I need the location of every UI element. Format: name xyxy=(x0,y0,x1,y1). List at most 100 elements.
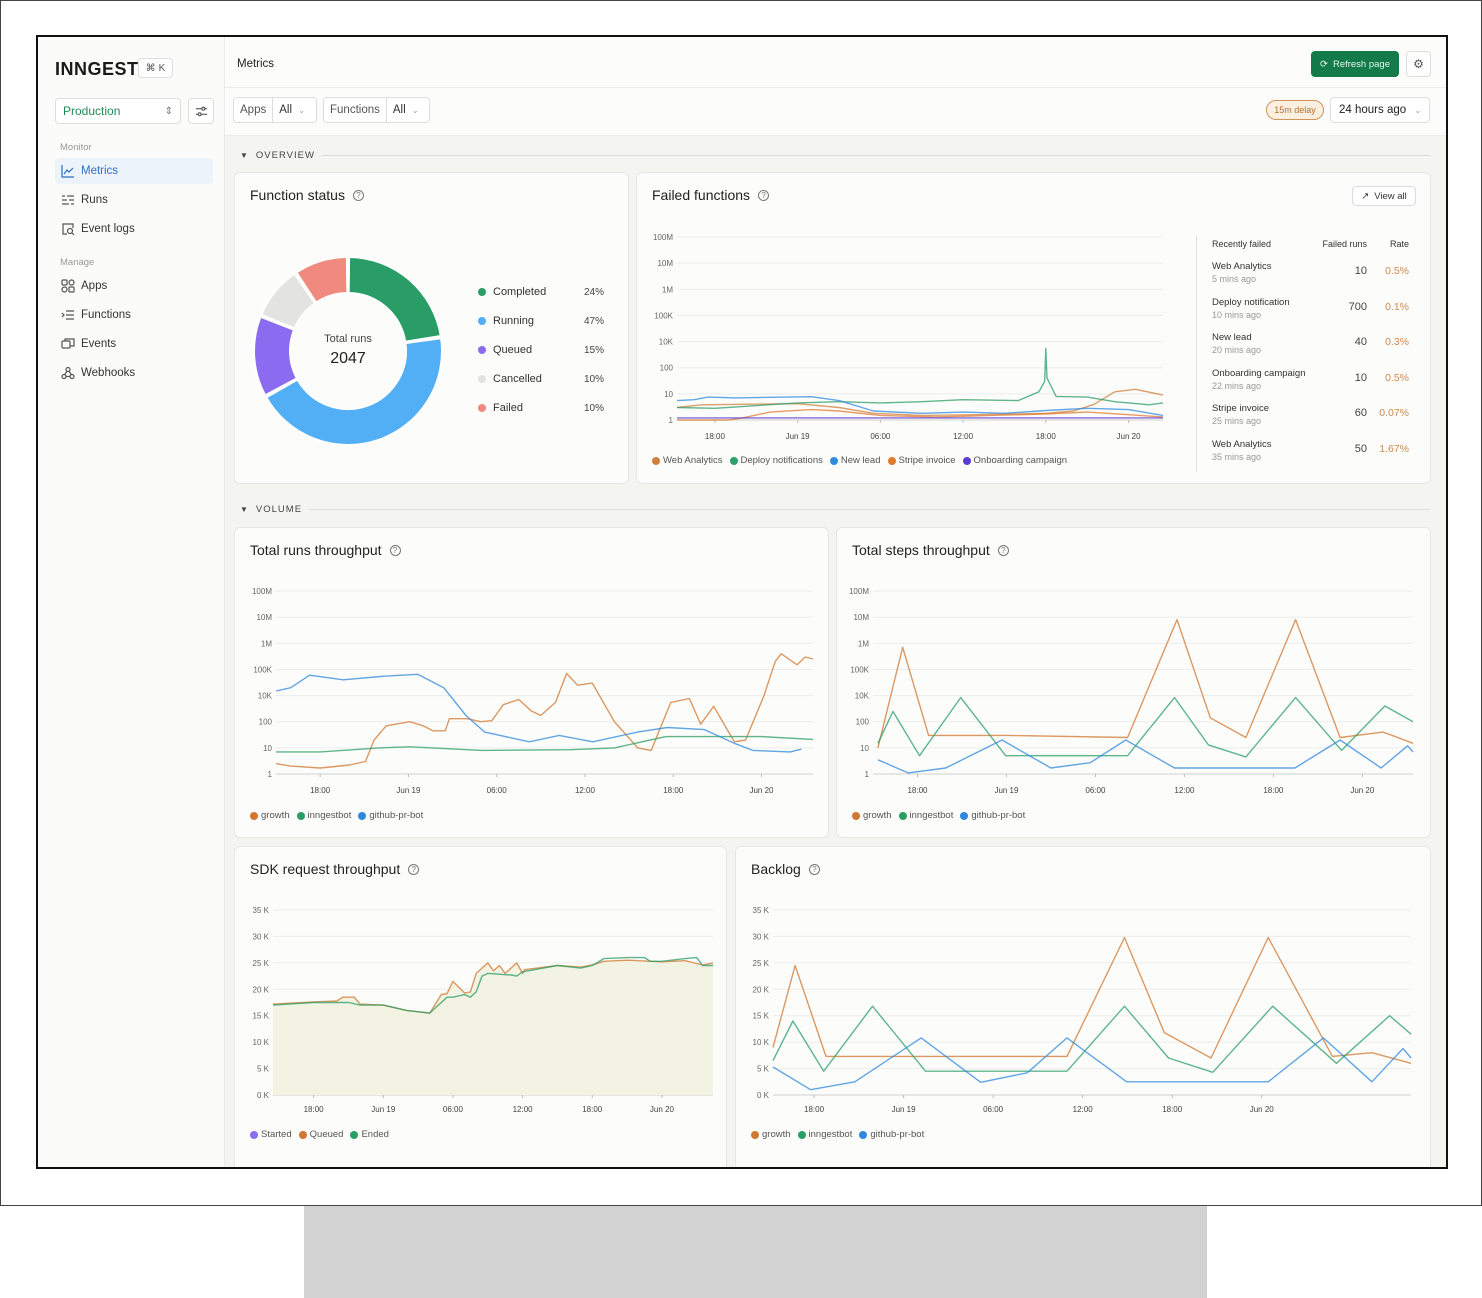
apps-filter-label: Apps xyxy=(234,98,274,122)
legend-label: Web Analytics xyxy=(663,455,723,466)
legend-dot xyxy=(852,811,860,820)
donut-slice-queued[interactable] xyxy=(253,315,299,397)
legend-item[interactable]: github-pr-bot xyxy=(960,810,1025,821)
logo[interactable]: INNGEST xyxy=(55,59,139,79)
help-icon[interactable]: ? xyxy=(389,544,401,556)
help-icon[interactable]: ? xyxy=(352,189,364,201)
x-tick-label: 18:00 xyxy=(1263,786,1284,795)
help-icon[interactable]: ? xyxy=(808,863,820,875)
x-tick-label: Jun 19 xyxy=(396,786,421,795)
arrow-up-right-icon: ↗ xyxy=(1361,190,1370,202)
legend-item[interactable]: Ended xyxy=(350,1129,389,1140)
view-all-button[interactable]: ↗ View all xyxy=(1352,186,1416,206)
series-line-inngestbot[interactable] xyxy=(276,735,814,753)
failed-function-name[interactable]: Web Analytics xyxy=(1212,261,1272,272)
failed-function-name[interactable]: New lead xyxy=(1212,332,1252,344)
legend-item[interactable]: github-pr-bot xyxy=(358,810,423,821)
legend-dot xyxy=(829,456,838,465)
help-icon[interactable]: ? xyxy=(758,189,770,201)
legend-item[interactable]: growth xyxy=(852,810,892,821)
legend-dot xyxy=(859,1130,868,1139)
sidebar-item-label: Webhooks xyxy=(81,367,136,379)
y-tick-label: 0 K xyxy=(257,1091,270,1100)
legend-item[interactable]: inngestbot xyxy=(797,1129,853,1140)
help-icon[interactable]: ? xyxy=(408,863,420,875)
failed-function-name[interactable]: Deploy notification xyxy=(1212,296,1290,308)
failed-functions-card: Failed functions? ↗ View all 1 10 100 10K 100… xyxy=(636,172,1431,484)
donut-slice-cancelled[interactable] xyxy=(260,272,317,330)
series-line-github-pr-bot[interactable] xyxy=(877,739,1414,774)
series-line-queued[interactable] xyxy=(272,959,714,1014)
card-title-text: Total runs throughput xyxy=(250,542,382,558)
failed-time-ago: 22 mins ago xyxy=(1212,380,1262,391)
failed-runs-count: 10 xyxy=(1354,265,1367,277)
sidebar-item-apps[interactable]: Apps xyxy=(55,273,213,299)
legend-item[interactable]: growth xyxy=(250,810,290,821)
chart-legend: growth inngestbot github-pr-bot xyxy=(250,810,423,821)
filter-settings-button[interactable] xyxy=(188,98,214,124)
series-line-github-pr-bot[interactable] xyxy=(275,673,802,753)
series-line-inngestbot[interactable] xyxy=(877,696,1414,758)
failed-runs-count: 40 xyxy=(1354,336,1367,349)
settings-button[interactable]: ⚙ xyxy=(1406,51,1431,77)
series-line-growth[interactable] xyxy=(877,619,1414,749)
time-range-select[interactable]: 24 hours ago ⌄ xyxy=(1330,97,1430,123)
legend-label: inngestbot xyxy=(808,1129,853,1140)
failed-function-name[interactable]: Web Analytics xyxy=(1212,439,1272,450)
apps-filter-value[interactable]: All ⌄ xyxy=(273,98,310,122)
failed-runs-count: 60 xyxy=(1354,407,1367,420)
sdk-throughput-chart: 0 K 5 K 10 K 15 K 20 K 25 K 30 K 35 K 18:00 Jun 1… xyxy=(253,906,714,1114)
refresh-page-button[interactable]: ⟳ Refresh page xyxy=(1311,51,1399,77)
legend-item[interactable]: growth xyxy=(751,1129,791,1140)
series-line-inngestbot[interactable] xyxy=(772,1005,1412,1074)
legend-item[interactable]: Queued xyxy=(298,1129,343,1140)
sidebar-item-runs[interactable]: Runs xyxy=(55,187,213,213)
legend-item[interactable]: Web Analytics xyxy=(652,455,723,466)
help-icon[interactable]: ? xyxy=(997,544,1009,556)
card-title: Total runs throughput? xyxy=(250,542,401,558)
functions-filter[interactable]: Functions All ⌄ xyxy=(323,97,430,123)
legend-item[interactable]: New lead xyxy=(829,455,881,466)
series-line-ended[interactable] xyxy=(272,956,713,1014)
series-line-web-analytics[interactable] xyxy=(676,388,1164,417)
legend-dot xyxy=(358,811,367,820)
legend-label: github-pr-bot xyxy=(870,1129,925,1140)
overview-section-toggle[interactable]: ▼ OVERVIEW xyxy=(240,148,1430,162)
chart-legend: Started Queued Ended xyxy=(250,1129,389,1140)
series-line-growth[interactable] xyxy=(275,652,814,769)
status-percent: 47% xyxy=(583,315,604,327)
legend-item[interactable]: Stripe invoice xyxy=(887,455,956,466)
failed-function-name[interactable]: Onboarding campaign xyxy=(1212,367,1306,379)
sidebar-item-webhooks[interactable]: Webhooks xyxy=(55,360,213,386)
sidebar-item-metrics[interactable]: Metrics xyxy=(55,158,213,184)
legend-item[interactable]: github-pr-bot xyxy=(859,1129,924,1140)
legend-item[interactable]: Deploy notifications xyxy=(729,455,823,466)
y-tick-label: 1 xyxy=(669,416,674,425)
apps-icon xyxy=(61,279,75,293)
y-tick-label: 5 K xyxy=(757,1065,770,1074)
donut-slice-failed[interactable] xyxy=(295,255,349,304)
series-line-deploy-notifications[interactable] xyxy=(676,347,1164,410)
legend-item[interactable]: inngestbot xyxy=(898,810,953,821)
donut-slice-completed[interactable] xyxy=(347,255,442,343)
sidebar-item-event-logs[interactable]: Event logs xyxy=(55,216,213,242)
sidebar-item-events[interactable]: Events xyxy=(55,331,213,357)
environment-select[interactable]: Production ⇕ xyxy=(55,98,181,124)
series-line-github-pr-bot[interactable] xyxy=(772,1037,1412,1091)
command-palette-shortcut[interactable]: ⌘ K xyxy=(138,58,173,78)
legend-label: Onboarding campaign xyxy=(973,455,1068,466)
y-tick-label: 1M xyxy=(261,639,272,648)
functions-filter-value[interactable]: All ⌄ xyxy=(387,98,424,122)
legend-item[interactable]: Onboarding campaign xyxy=(962,455,1068,466)
volume-section-toggle[interactable]: ▼ VOLUME xyxy=(240,502,1430,516)
donut-slice-running[interactable] xyxy=(264,337,443,446)
area-fill-queued xyxy=(273,960,713,1095)
apps-filter[interactable]: Apps All ⌄ xyxy=(233,97,317,123)
legend-label: github-pr-bot xyxy=(369,810,424,821)
sidebar-item-functions[interactable]: Functions xyxy=(55,302,213,328)
failed-function-name[interactable]: Stripe invoice xyxy=(1212,403,1270,415)
legend-item[interactable]: inngestbot xyxy=(296,810,351,821)
legend-item[interactable]: Started xyxy=(250,1129,292,1140)
failed-time-ago: 10 mins ago xyxy=(1212,309,1262,320)
series-line-new-lead[interactable] xyxy=(676,395,1164,417)
